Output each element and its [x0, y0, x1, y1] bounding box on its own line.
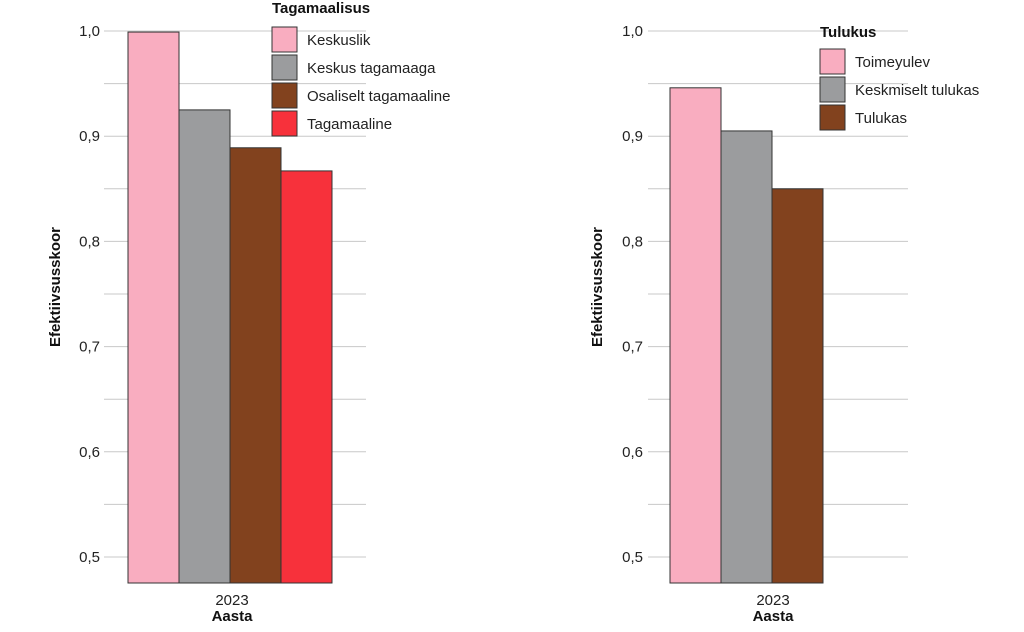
legend-title: Tulukus [820, 24, 876, 41]
y-tick-label: 0,8 [79, 233, 100, 250]
legend-swatch [271, 26, 298, 53]
y-tick-label: 0,9 [622, 128, 643, 145]
bar [178, 109, 231, 584]
legend-swatch [271, 82, 298, 109]
y-tick-label: 0,8 [622, 233, 643, 250]
y-axis-title: Efektiivsusskoor [47, 227, 64, 347]
y-tick-label: 1,0 [622, 23, 643, 40]
legend-swatch [271, 110, 298, 137]
bar [720, 130, 773, 584]
y-axis-title: Efektiivsusskoor [589, 227, 606, 347]
y-tick-label: 0,5 [79, 549, 100, 566]
y-tick-label: 1,0 [79, 23, 100, 40]
legend-label: Toimeyulev [855, 54, 931, 71]
bar [771, 188, 824, 584]
legend-swatch [819, 104, 846, 131]
y-tick-label: 0,6 [622, 444, 643, 461]
legend-label: Tulukas [855, 110, 907, 127]
legend-label: Keskus tagamaaga [307, 60, 436, 77]
y-tick-label: 0,9 [79, 128, 100, 145]
x-axis-title: Aasta [212, 608, 254, 625]
bar [669, 87, 722, 584]
legend-label: Osaliselt tagamaaline [307, 88, 450, 105]
x-tick-label: 2023 [215, 592, 248, 609]
legend-label: Keskmiselt tulukas [855, 82, 979, 99]
legend-swatch [819, 48, 846, 75]
y-tick-label: 0,6 [79, 444, 100, 461]
bar [229, 147, 282, 584]
y-tick-label: 0,7 [79, 339, 100, 356]
legend-swatch [819, 76, 846, 103]
bar [280, 170, 333, 584]
y-tick-label: 0,7 [622, 339, 643, 356]
x-tick-label: 2023 [756, 592, 789, 609]
legend-swatch [271, 54, 298, 81]
legend-label: Tagamaaline [307, 116, 392, 133]
legend-label: Keskuslik [307, 32, 371, 49]
y-tick-label: 0,5 [622, 549, 643, 566]
legend-title: Tagamaalisus [272, 0, 370, 17]
x-axis-title: Aasta [753, 608, 795, 625]
bar [127, 31, 180, 584]
